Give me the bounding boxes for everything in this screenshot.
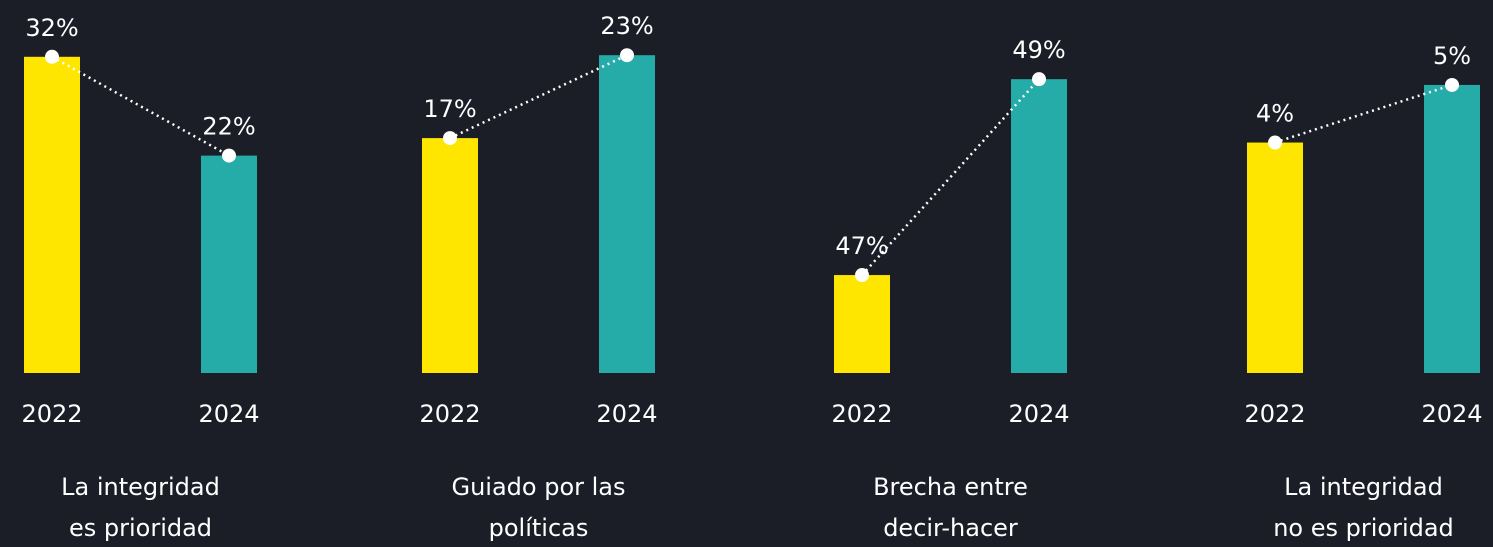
x-tick-label: 2024 (1008, 400, 1069, 428)
point (443, 131, 457, 146)
connector (51, 55, 230, 157)
point (1268, 135, 1282, 150)
value-label: 32% (25, 14, 78, 42)
point (620, 48, 634, 63)
x-tick-label: 2024 (198, 400, 259, 428)
panel-title: decir-hacer (883, 514, 1018, 542)
x-tick-label: 2022 (419, 400, 480, 428)
value-label: 5% (1433, 42, 1471, 70)
connector (449, 54, 628, 140)
x-tick-label: 2022 (1244, 400, 1305, 428)
connector (1274, 83, 1453, 144)
bar (1424, 84, 1480, 373)
connector (861, 78, 1040, 276)
x-tick-label: 2024 (1421, 400, 1482, 428)
point (1445, 77, 1459, 92)
x-tick-label: 2024 (596, 400, 657, 428)
x-tick-label: 2022 (831, 400, 892, 428)
point (222, 148, 236, 163)
bar (834, 275, 890, 373)
x-tick-label: 2022 (21, 400, 82, 428)
panel-title: Guiado por las (451, 473, 625, 501)
panel-title: políticas (489, 514, 589, 542)
bar (1247, 142, 1303, 373)
value-label: 23% (600, 12, 653, 40)
point (1032, 72, 1046, 87)
panel-title: es prioridad (69, 514, 212, 542)
panel-title: La integridad (61, 473, 220, 501)
bar (201, 155, 257, 373)
value-label: 4% (1256, 100, 1294, 128)
value-label: 22% (202, 113, 255, 141)
bar (422, 138, 478, 373)
panel-title: no es prioridad (1273, 514, 1454, 542)
point (855, 268, 869, 283)
panel-title: Brecha entre (873, 473, 1028, 501)
bar (24, 56, 80, 373)
value-label: 47% (835, 232, 888, 260)
bar (599, 55, 655, 374)
point (45, 49, 59, 64)
bar (1011, 79, 1067, 374)
panel-title: La integridad (1284, 473, 1443, 501)
value-label: 49% (1012, 36, 1065, 64)
value-label: 17% (423, 95, 476, 123)
